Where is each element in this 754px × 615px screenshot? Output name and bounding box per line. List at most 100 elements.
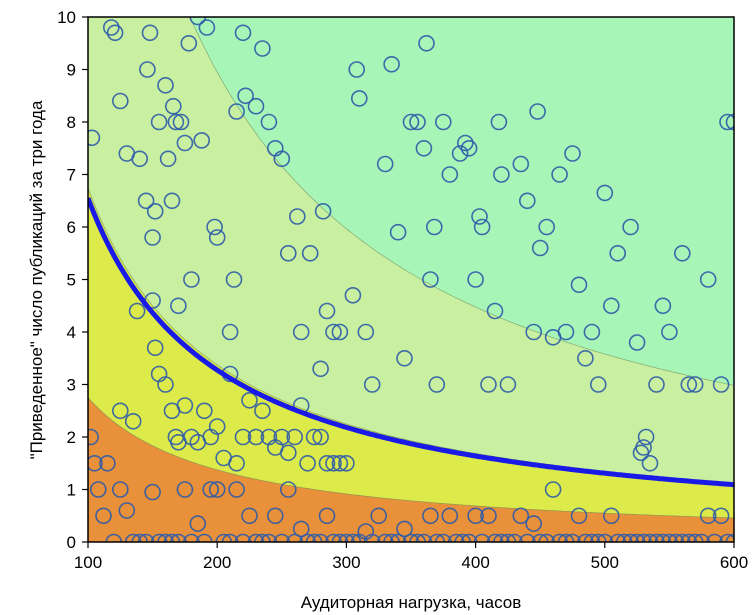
data-point (648, 533, 665, 542)
data-point (234, 428, 252, 446)
data-point (131, 150, 148, 168)
data-point (234, 533, 252, 542)
data-point (654, 533, 672, 542)
data-point (486, 533, 504, 542)
data-point (176, 481, 194, 498)
data-point (221, 533, 239, 542)
data-point (402, 113, 420, 131)
highlight-curve (88, 197, 734, 488)
zone-boundary-line (189, 17, 734, 386)
y-tick-label: 5 (67, 271, 76, 290)
data-point (273, 533, 291, 542)
data-point (486, 302, 504, 320)
data-point (396, 349, 413, 367)
data-point (493, 166, 510, 183)
data-point (596, 533, 614, 542)
data-point (357, 323, 375, 341)
data-point (350, 90, 368, 107)
y-tick-label: 3 (67, 376, 76, 395)
data-point (318, 302, 336, 320)
data-point (196, 533, 213, 542)
data-point (273, 428, 291, 446)
data-point (456, 134, 474, 152)
data-point (331, 323, 349, 341)
data-point (279, 245, 297, 262)
data-point (183, 271, 200, 288)
data-point (159, 150, 177, 168)
data-point (228, 454, 245, 472)
data-point (402, 533, 420, 542)
data-point (471, 208, 488, 225)
data-point (193, 132, 210, 149)
data-point (225, 271, 243, 288)
data-point (531, 533, 549, 542)
data-point (674, 533, 691, 542)
data-point (447, 533, 465, 542)
data-point (106, 24, 124, 42)
data-point (338, 533, 355, 542)
data-point (609, 245, 627, 262)
data-point (719, 113, 734, 131)
data-point (441, 507, 459, 525)
data-point (314, 203, 332, 220)
data-point (163, 533, 181, 542)
data-point (686, 376, 704, 393)
y-tick-label: 10 (57, 8, 76, 27)
data-point (254, 402, 271, 420)
data-point (473, 218, 491, 236)
data-point (144, 229, 161, 246)
data-point (163, 192, 181, 210)
data-point (208, 229, 226, 246)
data-point (383, 56, 400, 73)
zones (88, 17, 734, 542)
data-point (157, 533, 174, 542)
data-point (490, 113, 508, 131)
data-point (673, 245, 691, 262)
data-point (288, 208, 306, 225)
data-point (499, 533, 517, 542)
y-tick-label: 7 (67, 166, 76, 185)
data-point (254, 533, 271, 542)
data-point (157, 77, 174, 94)
data-point (189, 17, 207, 26)
data-point (441, 166, 459, 183)
data-point (180, 34, 198, 52)
data-point (241, 391, 258, 409)
data-point (615, 533, 633, 542)
data-point (525, 323, 543, 341)
data-point (247, 533, 265, 542)
data-point (538, 533, 555, 542)
data-point (376, 533, 394, 542)
data-point (628, 533, 646, 542)
data-point (112, 402, 129, 420)
data-point (564, 145, 581, 162)
data-point (105, 533, 123, 542)
data-point (596, 184, 614, 202)
zone-boundary-line (88, 397, 734, 519)
data-point (635, 439, 652, 456)
data-point (172, 113, 190, 131)
data-point (292, 323, 310, 341)
data-point (247, 428, 265, 446)
data-point (348, 61, 366, 78)
data-point (128, 302, 146, 320)
data-point (609, 533, 626, 542)
data-point (422, 271, 439, 288)
data-point (460, 140, 478, 157)
data-point (480, 376, 497, 393)
data-point (499, 376, 517, 393)
data-point (202, 481, 219, 498)
y-tick-label: 0 (67, 533, 76, 552)
data-point (409, 113, 426, 131)
data-point (376, 155, 394, 173)
data-point (254, 40, 271, 57)
data-point (124, 533, 142, 542)
data-point (622, 533, 639, 542)
y-axis-title: "Приведенное" число публикаций за три го… (27, 100, 46, 459)
data-point (577, 533, 594, 542)
data-point (331, 454, 349, 472)
data-point (338, 454, 355, 472)
data-point (415, 533, 433, 542)
data-point (451, 145, 469, 162)
data-point (389, 223, 407, 241)
